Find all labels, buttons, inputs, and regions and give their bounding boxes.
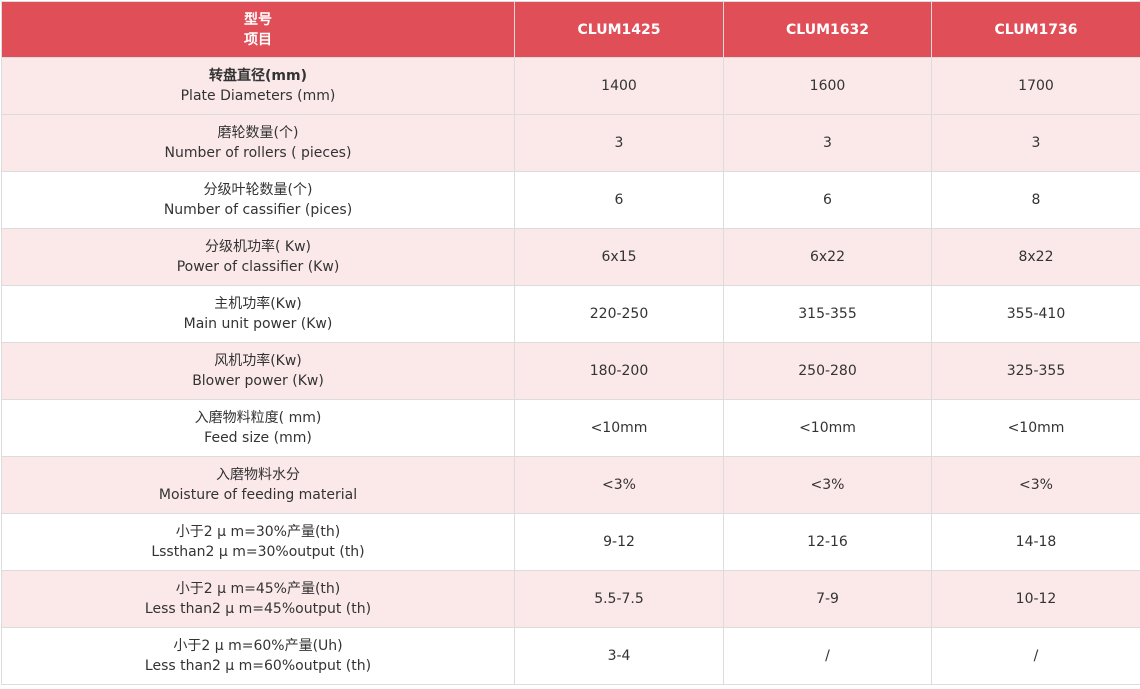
value-cell: 250-280 (724, 343, 932, 400)
row-label-en: Plate Diameters (mm) (2, 86, 514, 106)
row-label-zh: 磨轮数量(个) (2, 123, 514, 143)
value-cell: <3% (932, 457, 1140, 514)
table-row: 小于2 μ m=60%产量(Uh)Less than2 μ m=60%outpu… (2, 628, 1140, 685)
row-label-en: Less than2 μ m=60%output (th) (2, 656, 514, 676)
row-label-zh: 入磨物料粒度( mm) (2, 408, 514, 428)
row-label-en: Lssthan2 μ m=30%output (th) (2, 542, 514, 562)
value-cell: <10mm (515, 400, 724, 457)
value-cell: 6 (724, 172, 932, 229)
value-cell: 10-12 (932, 571, 1140, 628)
header-item-label: 项目 (2, 30, 514, 50)
value-cell: 355-410 (932, 286, 1140, 343)
value-cell: 180-200 (515, 343, 724, 400)
row-label-cell: 磨轮数量(个)Number of rollers ( pieces) (2, 115, 515, 172)
row-label-cell: 分级机功率( Kw)Power of classifier (Kw) (2, 229, 515, 286)
value-cell: 14-18 (932, 514, 1140, 571)
row-label-en: Power of classifier (Kw) (2, 257, 514, 277)
row-label-cell: 入磨物料粒度( mm)Feed size (mm) (2, 400, 515, 457)
value-cell: 315-355 (724, 286, 932, 343)
row-label-zh: 分级机功率( Kw) (2, 237, 514, 257)
value-cell: 7-9 (724, 571, 932, 628)
row-label-zh: 风机功率(Kw) (2, 351, 514, 371)
value-cell: / (724, 628, 932, 685)
row-label-en: Less than2 μ m=45%output (th) (2, 599, 514, 619)
row-label-cell: 风机功率(Kw)Blower power (Kw) (2, 343, 515, 400)
row-label-en: Blower power (Kw) (2, 371, 514, 391)
value-cell: 12-16 (724, 514, 932, 571)
value-cell: 1700 (932, 58, 1140, 115)
value-cell: 220-250 (515, 286, 724, 343)
value-cell: <10mm (932, 400, 1140, 457)
table-row: 小于2 μ m=30%产量(th)Lssthan2 μ m=30%output … (2, 514, 1140, 571)
value-cell: 9-12 (515, 514, 724, 571)
row-label-cell: 转盘直径(mm)Plate Diameters (mm) (2, 58, 515, 115)
row-label-en: Main unit power (Kw) (2, 314, 514, 334)
row-label-cell: 主机功率(Kw)Main unit power (Kw) (2, 286, 515, 343)
value-cell: 6x22 (724, 229, 932, 286)
value-cell: 1600 (724, 58, 932, 115)
table-row: 入磨物料粒度( mm)Feed size (mm)<10mm<10mm<10mm (2, 400, 1140, 457)
value-cell: 3-4 (515, 628, 724, 685)
header-model-1: CLUM1425 (515, 2, 724, 58)
value-cell: 3 (932, 115, 1140, 172)
row-label-en: Moisture of feeding material (2, 485, 514, 505)
table-row: 小于2 μ m=45%产量(th)Less than2 μ m=45%outpu… (2, 571, 1140, 628)
row-label-zh: 转盘直径(mm) (2, 66, 514, 86)
row-label-zh: 主机功率(Kw) (2, 294, 514, 314)
header-item-cell: 型号 项目 (2, 2, 515, 58)
row-label-zh: 小于2 μ m=60%产量(Uh) (2, 636, 514, 656)
row-label-zh: 分级叶轮数量(个) (2, 180, 514, 200)
value-cell: / (932, 628, 1140, 685)
header-model-2: CLUM1632 (724, 2, 932, 58)
row-label-cell: 小于2 μ m=45%产量(th)Less than2 μ m=45%outpu… (2, 571, 515, 628)
value-cell: 5.5-7.5 (515, 571, 724, 628)
row-label-cell: 分级叶轮数量(个)Number of cassifier (pices) (2, 172, 515, 229)
row-label-en: Number of cassifier (pices) (2, 200, 514, 220)
row-label-zh: 入磨物料水分 (2, 465, 514, 485)
value-cell: 6 (515, 172, 724, 229)
value-cell: 3 (515, 115, 724, 172)
row-label-cell: 小于2 μ m=60%产量(Uh)Less than2 μ m=60%outpu… (2, 628, 515, 685)
row-label-cell: 小于2 μ m=30%产量(th)Lssthan2 μ m=30%output … (2, 514, 515, 571)
value-cell: 8 (932, 172, 1140, 229)
value-cell: <10mm (724, 400, 932, 457)
row-label-zh: 小于2 μ m=30%产量(th) (2, 522, 514, 542)
value-cell: 8x22 (932, 229, 1140, 286)
value-cell: <3% (515, 457, 724, 514)
row-label-zh: 小于2 μ m=45%产量(th) (2, 579, 514, 599)
value-cell: 3 (724, 115, 932, 172)
header-model-label: 型号 (2, 10, 514, 30)
value-cell: 6x15 (515, 229, 724, 286)
value-cell: <3% (724, 457, 932, 514)
header-model-3: CLUM1736 (932, 2, 1140, 58)
value-cell: 1400 (515, 58, 724, 115)
row-label-en: Number of rollers ( pieces) (2, 143, 514, 163)
row-label-en: Feed size (mm) (2, 428, 514, 448)
header-row: 型号 项目 CLUM1425 CLUM1632 CLUM1736 (2, 2, 1140, 58)
value-cell: 325-355 (932, 343, 1140, 400)
